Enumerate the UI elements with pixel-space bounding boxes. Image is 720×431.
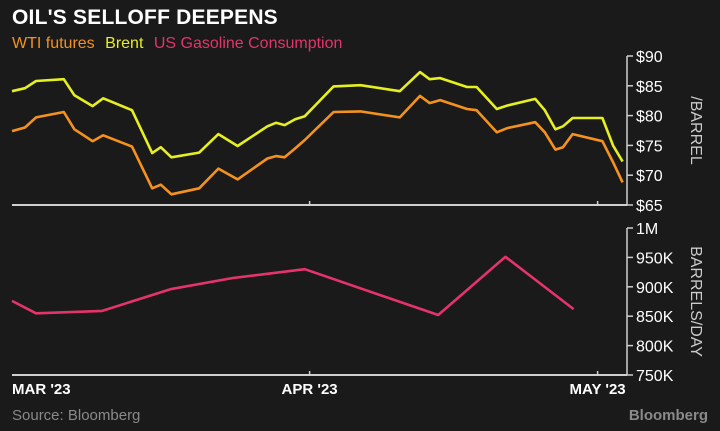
y-tick-label: 1M — [636, 221, 658, 238]
series-line-brent — [11, 70, 624, 163]
chart-title: OIL'S SELLOFF DEEPENS — [12, 6, 278, 29]
legend-gasoline: US Gasoline Consumption — [153, 35, 343, 52]
series-line-us-gasoline-consumption — [11, 255, 575, 317]
x-tick-label: MAY '23 — [570, 381, 626, 398]
y-tick-label: $70 — [636, 168, 663, 185]
x-tick-label: MAR '23 — [12, 381, 71, 398]
y-tick-label: $85 — [636, 79, 663, 96]
x-tick-label: APR '23 — [282, 381, 338, 398]
y-tick-label: $75 — [636, 138, 663, 155]
y-tick-label: $90 — [636, 49, 663, 66]
y-tick-label: 900K — [636, 280, 674, 297]
source-note: Source: Bloomberg — [12, 407, 140, 424]
y-tick-label: 950K — [636, 250, 674, 267]
y-tick-label: $80 — [636, 109, 663, 126]
bloomberg-logo: Bloomberg — [629, 407, 708, 424]
legend-wti: WTI futures — [12, 35, 95, 52]
y-axis-title: /BARREL — [687, 96, 704, 165]
series-line-wti-futures — [11, 94, 624, 196]
y-axis-title: BARRELS/DAY — [687, 246, 704, 357]
y-tick-label: 750K — [636, 368, 674, 385]
y-tick-label: $65 — [636, 198, 663, 215]
y-tick-label: 850K — [636, 309, 674, 326]
y-tick-label: 800K — [636, 339, 674, 356]
legend-brent: Brent — [105, 35, 144, 52]
legend: WTI futures Brent US Gasoline Consumptio… — [12, 35, 348, 53]
